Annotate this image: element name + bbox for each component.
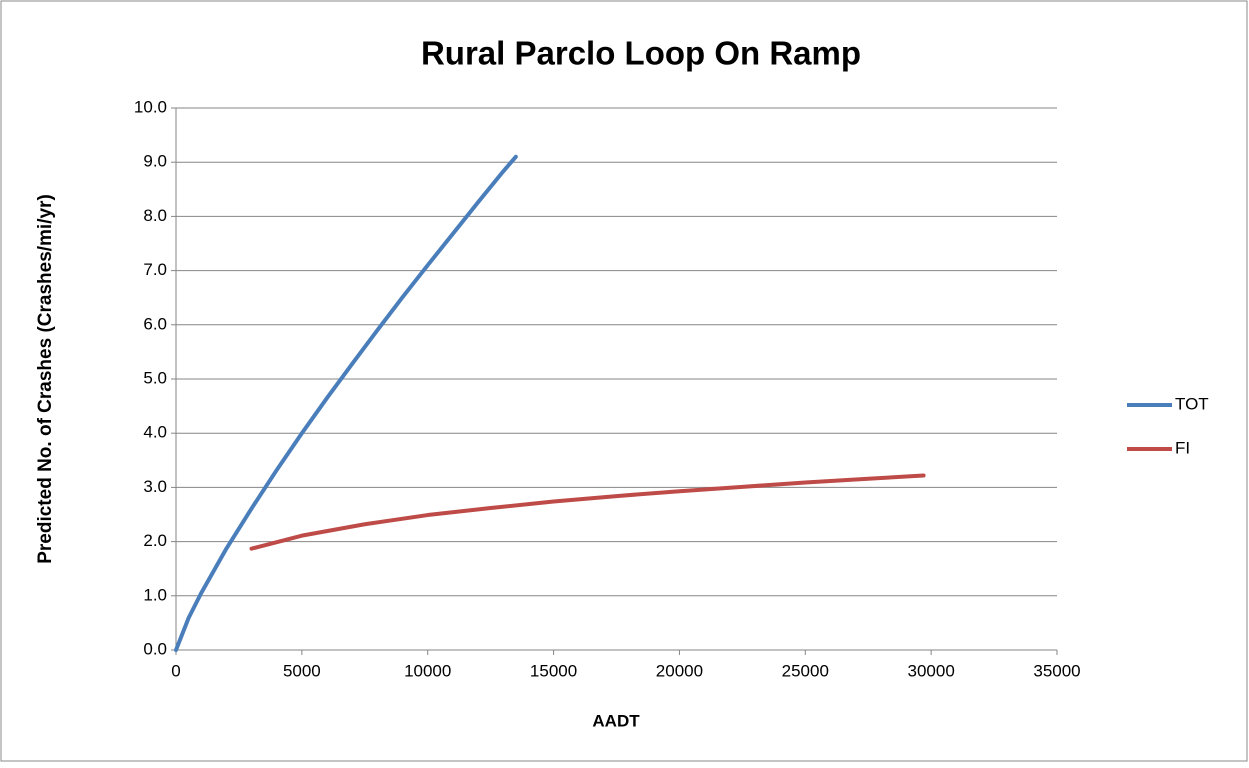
x-axis-label: AADT (592, 711, 640, 730)
y-tick-label: 1.0 (143, 585, 167, 604)
x-tick-label: 35000 (1033, 661, 1080, 680)
y-tick-label: 10.0 (134, 97, 167, 116)
x-tick-label: 0 (171, 661, 180, 680)
y-tick-label: 8.0 (143, 206, 167, 225)
series-line (249, 473, 926, 551)
y-tick-label: 2.0 (143, 531, 167, 550)
y-axis-label: Predicted No. of Crashes (Crashes/mi/yr) (35, 194, 56, 564)
y-tick-label: 6.0 (143, 314, 167, 333)
y-tick-label: 7.0 (143, 260, 167, 279)
series-line (174, 154, 518, 652)
x-tick-label: 25000 (782, 661, 829, 680)
x-tick-label: 30000 (908, 661, 955, 680)
y-tick-label: 3.0 (143, 477, 167, 496)
y-tick-label: 5.0 (143, 368, 167, 387)
y-tick-label: 4.0 (143, 423, 167, 442)
x-tick-label: 5000 (283, 661, 321, 680)
x-tick-label: 20000 (656, 661, 703, 680)
chart-title: Rural Parclo Loop On Ramp (421, 35, 861, 72)
legend-label: FI (1175, 438, 1190, 457)
x-tick-label: 15000 (530, 661, 577, 680)
y-tick-label: 9.0 (143, 152, 167, 171)
y-tick-label: 0.0 (143, 639, 167, 658)
legend-label: TOT (1175, 394, 1209, 413)
x-tick-label: 10000 (404, 661, 451, 680)
